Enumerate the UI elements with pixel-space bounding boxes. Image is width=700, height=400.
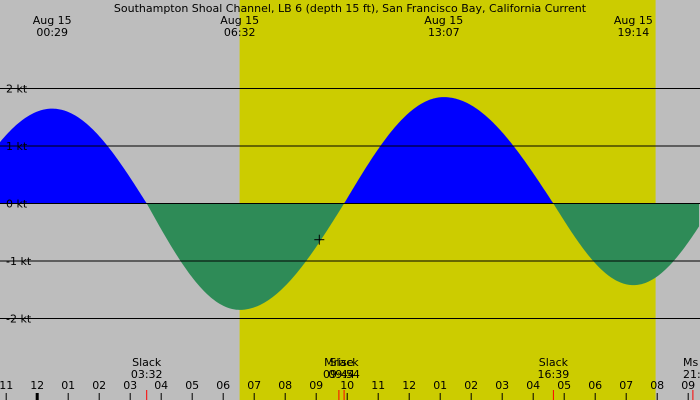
top-date-label: Aug 15 bbox=[614, 14, 653, 27]
crosshair-cursor bbox=[314, 234, 325, 245]
top-time-label: 19:14 bbox=[618, 26, 650, 39]
event-time: 09:54 bbox=[328, 368, 360, 381]
event-label: Slack bbox=[539, 356, 569, 369]
y-gridlines bbox=[0, 88, 700, 319]
event-time: 16:39 bbox=[538, 368, 570, 381]
hour-tick-label: 01 bbox=[433, 379, 447, 392]
hour-tick-label: 06 bbox=[588, 379, 602, 392]
hour-tick-label: 08 bbox=[278, 379, 292, 392]
hour-tick-label: 02 bbox=[92, 379, 106, 392]
hour-tick-label: 05 bbox=[557, 379, 571, 392]
y-tick-label: 2 kt bbox=[6, 83, 28, 96]
event-label: Slack bbox=[329, 356, 359, 369]
top-date-label: Aug 15 bbox=[424, 14, 463, 27]
flood-current-area bbox=[0, 97, 700, 204]
event-time: 09:44 bbox=[323, 368, 355, 381]
hour-tick-label: 10 bbox=[340, 379, 354, 392]
hour-tick-label: 11 bbox=[0, 379, 13, 392]
hour-tick-label: 05 bbox=[185, 379, 199, 392]
hour-tick-label: 09 bbox=[681, 379, 695, 392]
hour-tick-label: 03 bbox=[495, 379, 509, 392]
hour-axis: 11 12 01 02 03 04 05 06 07 08 09 10 11 12 01 02 03 04 05 06… bbox=[0, 379, 695, 400]
event-label: Mrise bbox=[324, 356, 354, 369]
hour-tick-label: 02 bbox=[464, 379, 478, 392]
y-tick-label: -2 kt bbox=[6, 313, 32, 326]
top-date-label: Aug 15 bbox=[220, 14, 259, 27]
chart-title: Southampton Shoal Channel, LB 6 (depth 1… bbox=[114, 2, 587, 15]
hour-tick-label: 12 bbox=[402, 379, 416, 392]
y-axis-labels: 2 kt 1 kt 0 kt -1 kt -2 kt bbox=[6, 83, 32, 326]
y-tick-label: -1 kt bbox=[6, 255, 32, 268]
top-time-label: 06:32 bbox=[224, 26, 256, 39]
event-labels: Slack03:32Mrise09:44Slack09:54Slack16:39… bbox=[131, 356, 700, 400]
hour-tick-label: 07 bbox=[247, 379, 261, 392]
hour-tick-label: 08 bbox=[650, 379, 664, 392]
ebb-current-area bbox=[0, 203, 700, 310]
hour-tick-label: 11 bbox=[371, 379, 385, 392]
top-time-label: 13:07 bbox=[428, 26, 460, 39]
event-time: 03:32 bbox=[131, 368, 163, 381]
event-time: 21: bbox=[683, 368, 700, 381]
top-time-label: 00:29 bbox=[36, 26, 68, 39]
hour-tick-label: 01 bbox=[61, 379, 75, 392]
hour-tick-label: 12 bbox=[30, 379, 44, 392]
top-date-label: Aug 15 bbox=[33, 14, 72, 27]
y-tick-label: 0 kt bbox=[6, 198, 28, 211]
hour-tick-label: 04 bbox=[526, 379, 540, 392]
event-label: Slack bbox=[132, 356, 162, 369]
event-label: Ms bbox=[683, 356, 698, 369]
hour-tick-label: 09 bbox=[309, 379, 323, 392]
hour-tick-label: 07 bbox=[619, 379, 633, 392]
hour-tick-label: 04 bbox=[154, 379, 168, 392]
hour-tick-label: 03 bbox=[123, 379, 137, 392]
y-tick-label: 1 kt bbox=[6, 140, 28, 153]
hour-tick-label: 06 bbox=[216, 379, 230, 392]
